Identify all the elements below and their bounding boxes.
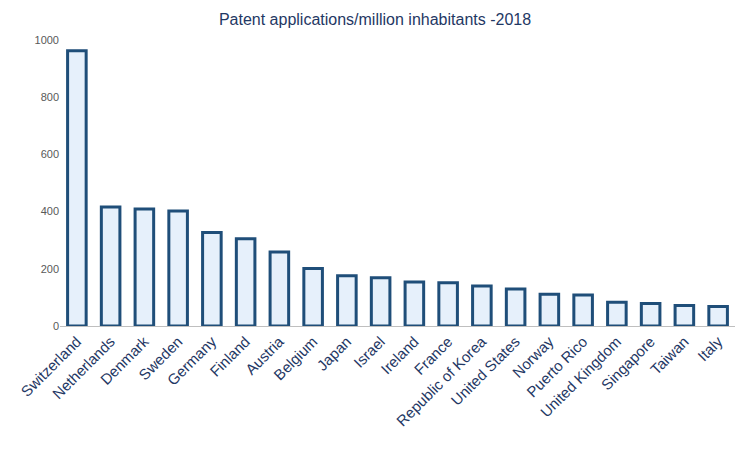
svg-text:France: France	[411, 333, 456, 378]
svg-text:400: 400	[41, 205, 59, 217]
svg-text:United Kingdom: United Kingdom	[537, 333, 624, 420]
svg-text:Italy: Italy	[694, 333, 726, 365]
svg-text:Singapore: Singapore	[598, 333, 658, 393]
svg-text:Switzerland: Switzerland	[17, 333, 84, 400]
svg-text:0: 0	[53, 320, 59, 332]
svg-text:Ireland: Ireland	[377, 333, 421, 377]
svg-text:Sweden: Sweden	[135, 333, 185, 383]
svg-text:Austria: Austria	[242, 332, 287, 377]
svg-text:800: 800	[41, 91, 59, 103]
svg-text:Norway: Norway	[509, 333, 557, 381]
svg-text:Republic of Korea: Republic of Korea	[393, 332, 490, 429]
svg-text:Finland: Finland	[206, 333, 253, 380]
svg-text:1000: 1000	[35, 34, 59, 46]
svg-text:Puerto Rico: Puerto Rico	[523, 333, 590, 400]
svg-text:United States: United States	[447, 333, 523, 409]
svg-text:Belgium: Belgium	[270, 333, 320, 383]
svg-text:Taiwan: Taiwan	[647, 333, 692, 378]
svg-text:600: 600	[41, 148, 59, 160]
svg-text:Patent applications/million in: Patent applications/million inhabitants …	[219, 11, 531, 28]
svg-text:Netherlands: Netherlands	[49, 333, 118, 402]
svg-text:Japan: Japan	[313, 333, 354, 374]
svg-text:200: 200	[41, 263, 59, 275]
svg-text:Denmark: Denmark	[97, 333, 152, 388]
svg-text:Germany: Germany	[164, 333, 220, 389]
svg-text:Israel: Israel	[350, 333, 388, 371]
